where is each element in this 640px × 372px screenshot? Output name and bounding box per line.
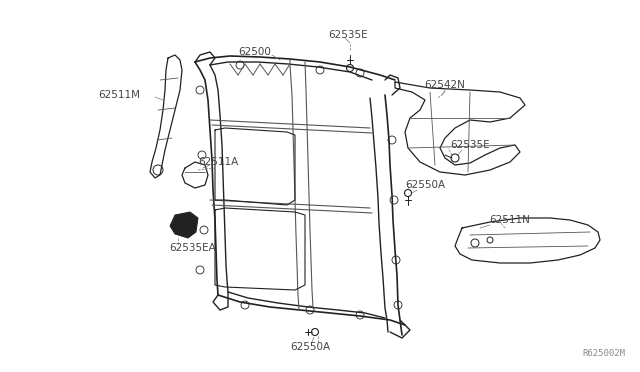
Text: 62542N: 62542N — [424, 80, 465, 90]
Text: 62511A: 62511A — [198, 157, 238, 167]
Text: 62500: 62500 — [239, 47, 271, 57]
Polygon shape — [170, 212, 198, 238]
Text: 62535E: 62535E — [450, 140, 490, 150]
Text: R625002M: R625002M — [582, 349, 625, 358]
Text: 62511M: 62511M — [98, 90, 140, 100]
Text: 62550A: 62550A — [405, 180, 445, 190]
Text: 62535EA: 62535EA — [170, 243, 216, 253]
Text: 62535E: 62535E — [328, 30, 368, 40]
Text: 62511N: 62511N — [490, 215, 531, 225]
Text: 62550A: 62550A — [290, 342, 330, 352]
